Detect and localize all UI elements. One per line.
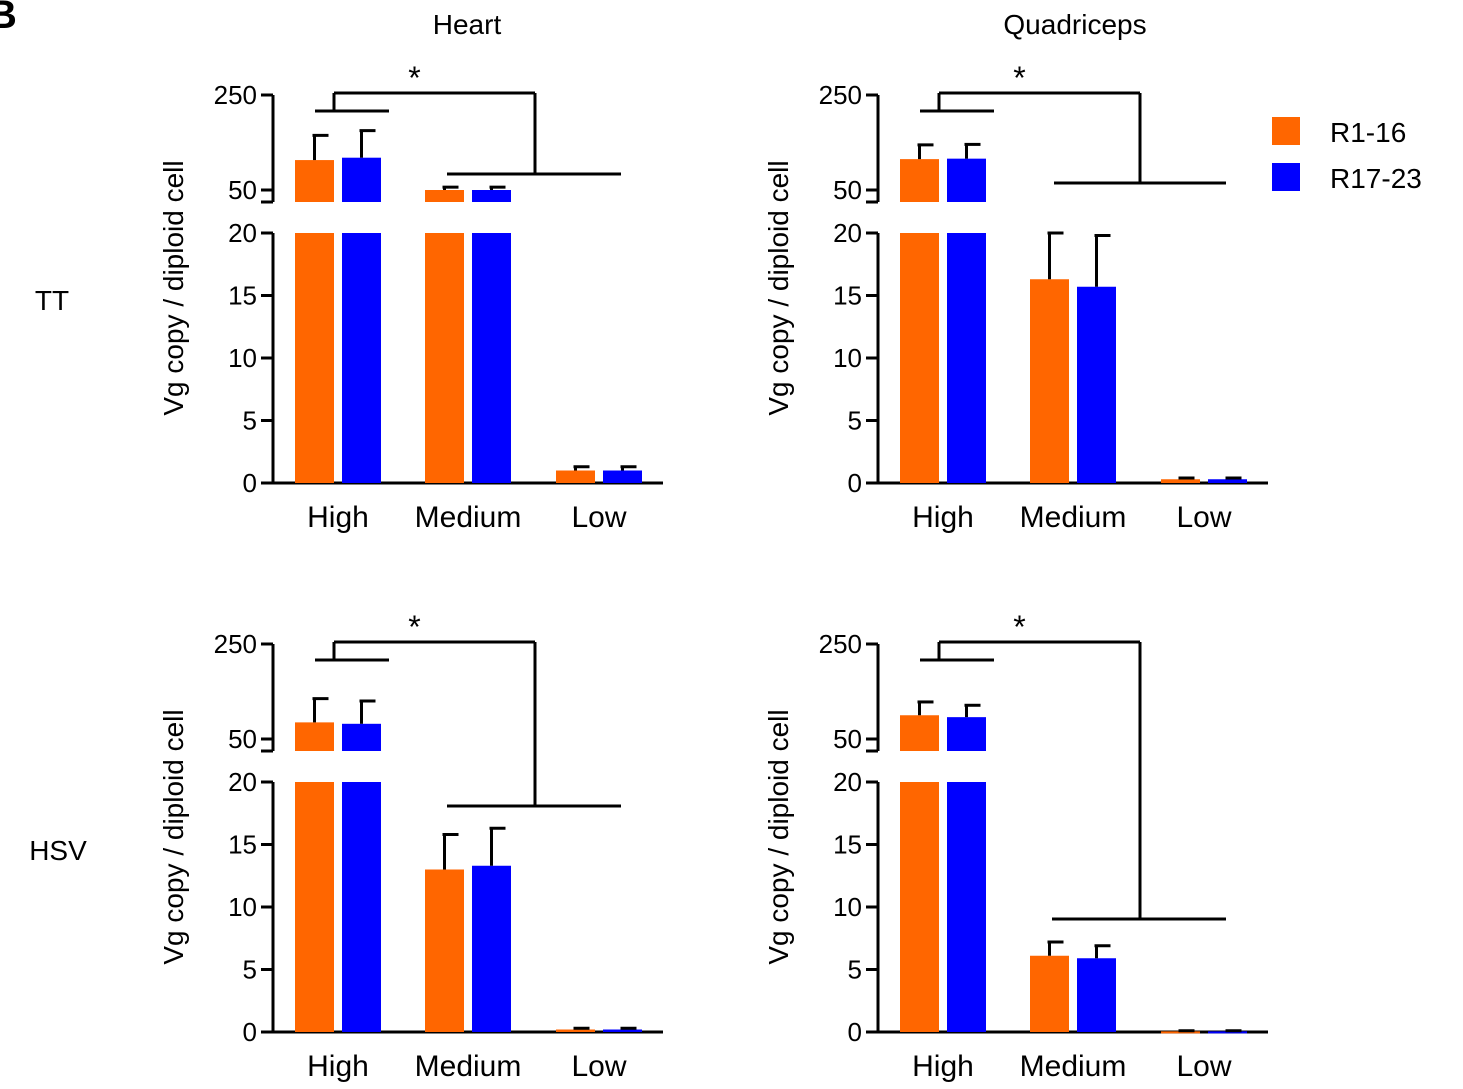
chart-panel-heart-tt: 0 5 10 15 20 50 250 Vg copy / diploid cell High M…	[158, 60, 663, 534]
significance-star: *	[408, 60, 420, 96]
bar-low-r17-23	[1208, 479, 1247, 483]
x-tick-label-medium: Medium	[415, 501, 522, 534]
y-tick-label: 0	[243, 468, 257, 498]
y-tick-label: 20	[228, 218, 257, 248]
bar-high-r1-16	[900, 782, 939, 1032]
y-axis-label: Vg copy / diploid cell	[763, 160, 794, 415]
y-tick-label: 5	[243, 955, 257, 985]
y-tick-label: 50	[833, 724, 862, 754]
bar-high-r17-23	[947, 233, 986, 483]
y-tick-label: 5	[848, 955, 862, 985]
bar-low-r1-16	[1161, 1031, 1200, 1034]
y-tick-label: 10	[833, 343, 862, 373]
bar-medium-r1-16	[425, 233, 464, 483]
y-tick-label: 20	[833, 218, 862, 248]
bar-medium-r17-23	[1077, 958, 1116, 1032]
bar-low-r1-16	[556, 1029, 595, 1032]
legend-swatch-r1-16	[1272, 117, 1300, 145]
column-title-quadriceps: Quadriceps	[1003, 9, 1146, 40]
y-tick-label: 5	[848, 406, 862, 436]
panel-letter: B	[0, 0, 17, 37]
significance-star: *	[1013, 60, 1025, 96]
x-tick-label-medium: Medium	[1020, 1050, 1127, 1083]
column-title-heart: Heart	[433, 9, 502, 40]
x-tick-label-low: Low	[1176, 501, 1231, 534]
y-tick-label: 50	[833, 175, 862, 205]
bar-high-r1-16	[295, 782, 334, 1032]
y-tick-label: 15	[228, 281, 257, 311]
bar-high-r17-23-upper	[342, 723, 381, 751]
x-tick-label-high: High	[912, 501, 974, 534]
row-label-hsv: HSV	[29, 835, 87, 866]
bar-medium-r17-23-upper	[472, 190, 511, 202]
x-tick-label-low: Low	[571, 1050, 626, 1083]
chart-panel-quadriceps-tt: 0 5 10 15 20 50 250 Vg copy / diploid cell High M…	[763, 60, 1268, 534]
legend-label-r17-23: R17-23	[1330, 163, 1422, 194]
y-tick-label: 15	[833, 830, 862, 860]
bar-high-r17-23-upper	[947, 158, 986, 202]
significance-star: *	[408, 609, 420, 645]
bar-medium-r1-16-upper	[425, 190, 464, 202]
bar-medium-r17-23	[472, 233, 511, 483]
y-tick-label: 20	[228, 767, 257, 797]
y-axis-label: Vg copy / diploid cell	[158, 160, 189, 415]
x-tick-label-medium: Medium	[415, 1050, 522, 1083]
bar-high-r1-16-upper	[900, 159, 939, 202]
y-tick-label: 5	[243, 406, 257, 436]
legend: R1-16 R17-23	[1272, 117, 1422, 194]
bar-high-r17-23-upper	[947, 717, 986, 751]
y-axis-label: Vg copy / diploid cell	[763, 709, 794, 964]
x-tick-label-medium: Medium	[1020, 501, 1127, 534]
y-tick-label: 0	[243, 1017, 257, 1047]
x-tick-label-low: Low	[571, 501, 626, 534]
y-tick-label: 250	[214, 629, 257, 659]
significance-star: *	[1013, 609, 1025, 645]
y-tick-label: 50	[228, 724, 257, 754]
bar-medium-r17-23	[1077, 286, 1116, 483]
y-tick-label: 0	[848, 1017, 862, 1047]
bar-high-r1-16-upper	[295, 722, 334, 751]
bar-high-r17-23	[342, 233, 381, 483]
bar-medium-r1-16	[1030, 279, 1069, 483]
bar-low-r17-23	[603, 470, 642, 483]
bar-high-r17-23	[342, 782, 381, 1032]
bar-low-r1-16	[1161, 479, 1200, 483]
y-tick-label: 15	[833, 281, 862, 311]
x-tick-label-high: High	[307, 501, 369, 534]
y-tick-label: 50	[228, 175, 257, 205]
x-tick-label-low: Low	[1176, 1050, 1231, 1083]
bar-high-r17-23	[947, 782, 986, 1032]
legend-swatch-r17-23	[1272, 163, 1300, 191]
chart-panel-quadriceps-hsv: 0 5 10 15 20 50 250 Vg copy / diploid cell High M…	[763, 609, 1268, 1083]
bar-low-r17-23	[603, 1029, 642, 1032]
y-tick-label: 250	[819, 629, 862, 659]
y-tick-label: 10	[228, 343, 257, 373]
bar-low-r1-16	[556, 470, 595, 483]
y-tick-label: 250	[819, 80, 862, 110]
bar-medium-r1-16	[425, 869, 464, 1032]
y-tick-label: 20	[833, 767, 862, 797]
y-tick-label: 15	[228, 830, 257, 860]
y-axis-label: Vg copy / diploid cell	[158, 709, 189, 964]
bar-low-r17-23	[1208, 1031, 1247, 1034]
y-tick-label: 250	[214, 80, 257, 110]
bar-medium-r1-16	[1030, 955, 1069, 1032]
x-tick-label-high: High	[912, 1050, 974, 1083]
bar-high-r1-16	[295, 233, 334, 483]
y-tick-label: 0	[848, 468, 862, 498]
chart-panel-heart-hsv: 0 5 10 15 20 50 250 Vg copy / diploid cell High M…	[158, 609, 663, 1083]
bar-high-r1-16-upper	[295, 160, 334, 202]
bar-high-r17-23-upper	[342, 157, 381, 202]
y-tick-label: 10	[228, 892, 257, 922]
bar-medium-r17-23	[472, 865, 511, 1032]
bar-high-r1-16-upper	[900, 715, 939, 751]
row-label-tt: TT	[35, 285, 69, 316]
bar-high-r1-16	[900, 233, 939, 483]
legend-label-r1-16: R1-16	[1330, 117, 1406, 148]
x-tick-label-high: High	[307, 1050, 369, 1083]
y-tick-label: 10	[833, 892, 862, 922]
